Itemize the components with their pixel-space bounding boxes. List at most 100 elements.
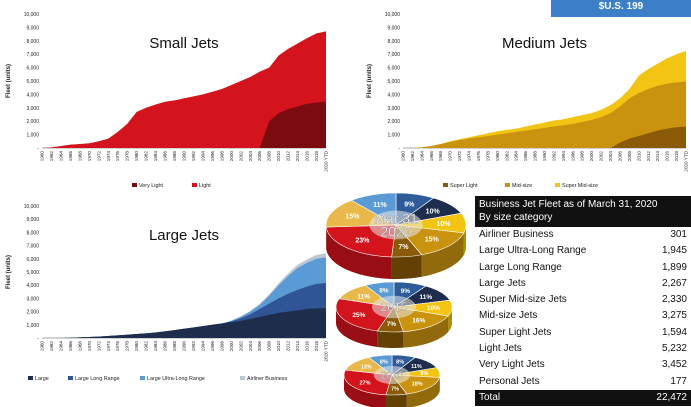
pie-2020-pct-label: 15% [345,214,360,221]
small-ytick-label: 1,000 [26,133,39,139]
small-ytick-label: 8,000 [26,39,39,45]
fleet-table: Business Jet Fleet as of March 31, 2020 … [475,196,691,406]
large-xtick-label: 2000 [229,341,234,352]
small-xtick-label: 1998 [219,151,224,162]
pie-2020-pct-label: 10% [426,208,441,215]
large-xtick-label: 1968 [77,341,82,352]
fleet-table-row: Mid-size Jets 3,275 [475,308,691,324]
medium-xtick-label: 1964 [419,151,424,162]
fleet-table-row-value: 1,945 [661,245,687,257]
fleet-table-row-label: Super Light Jets [479,326,552,338]
medium-xtick-label: 2008 [627,151,632,162]
pie-2010-pct-label: 13% [361,365,372,371]
pie-2020-pct-label: 10% [437,221,452,228]
large-xtick-label: 2016 [305,341,310,352]
medium-xtick-label: 1982 [504,151,509,162]
small-area-light [42,31,326,149]
medium-xtick-label: 1978 [485,151,490,162]
small-xtick-label: 1990 [182,151,187,162]
large-xtick-label: 2018 [314,341,319,352]
medium-legend-swatch [505,183,510,187]
large-xtick-label: 1960 [40,341,45,352]
large-xtick-label: 1972 [96,341,101,352]
pie-2020-pct-label: 11% [373,202,387,209]
small-xtick-label: 2002 [238,151,243,162]
small-xtick-label: 2000 [229,151,234,162]
fleet-table-row-label: Light Jets [479,343,522,355]
large-ytick-label: 10,000 [24,204,40,210]
small-xtick-label: 1994 [200,151,205,162]
fleet-table-row: Light Jets 5,232 [475,341,691,357]
medium-ytick-label: 4,000 [387,92,400,98]
fleet-table-row: Large Jets 2,267 [475,276,691,292]
large-xtick-label: 1990 [182,341,187,352]
large-xtick-label: 2020 YTD [324,340,329,361]
fleet-table-row-value: 301 [670,229,687,240]
fleet-table-row-label: Super Mid-size Jets [479,294,567,306]
pie-2010-pct-label: 8% [380,360,388,366]
large-legend-swatch [240,376,245,380]
small-xtick-label: 1968 [77,151,82,162]
medium-xtick-label: 2006 [617,151,622,162]
large-xtick-label: 1964 [58,341,63,352]
medium-ytick-label: 2,000 [387,119,400,125]
pie-2020-center [369,210,423,240]
large-ytick-label: 7,000 [26,244,39,250]
pie-2020-pct-label: 15% [425,237,440,244]
medium-legend-label: Super Mid-size [562,183,598,189]
large-xtick-label: 2004 [248,341,253,352]
fleet-table-row: Very Light Jets 3,452 [475,357,691,373]
large-ytick-label: 5,000 [26,270,39,276]
large-xtick-label: 1980 [134,341,139,352]
large-xtick-label: 1996 [210,341,215,352]
fleet-table-row-value: 3,275 [661,310,687,322]
fleet-table-row-label: Airliner Business [479,229,554,240]
price-badge: $U.S. 199 [551,0,691,17]
fleet-table-title: Business Jet Fleet as of March 31, 2020 [479,199,658,210]
large-xtick-label: 1994 [200,341,205,352]
medium-xtick-label: 1974 [467,151,472,162]
pie-2010-wall [406,377,440,407]
large-xtick-label: 1998 [219,341,224,352]
large-ylabel: Fleet (units) [6,255,12,289]
fleet-table-row-value: 2,267 [661,277,687,289]
fleet-table-row: Super Light Jets 1,594 [475,325,691,341]
fleet-table-header: Business Jet Fleet as of March 31, 2020 … [475,196,691,227]
small-area-very-light [42,101,326,148]
medium-area-mid-size [403,81,686,148]
small-xtick-label: 2004 [248,151,253,162]
medium-xtick-label: 2016 [665,151,670,162]
medium-ytick-label: 8,000 [387,39,400,45]
large-xtick-label: 1962 [49,341,54,352]
medium-ytick-label: 6,000 [387,66,400,72]
medium-xtick-label: 1972 [457,151,462,162]
medium-xtick-label: 1992 [551,151,556,162]
medium-xtick-label: 2018 [674,151,679,162]
small-ytick-label: 9,000 [26,25,39,31]
small-ytick-label: 5,000 [26,79,39,85]
medium-ytick-label: 1,000 [387,133,400,139]
fleet-table-row: Super Mid-size Jets 2,330 [475,292,691,308]
medium-xtick-label: 1998 [580,151,585,162]
small-ylabel: Fleet (units) [6,64,12,98]
medium-xtick-label: 2014 [655,151,660,162]
medium-ytick-label: 9,000 [387,25,400,31]
medium-xtick-label: 1988 [533,151,538,162]
small-xtick-label: 1976 [115,151,120,162]
small-legend-swatch [192,183,197,187]
medium-ylabel: Fleet (units) [367,64,373,98]
large-xtick-label: 1982 [144,341,149,352]
large-xtick-label: 2014 [295,341,300,352]
pie-2015-pct-label: 25% [352,312,365,319]
fleet-table-total-row: Total 22,472 [475,389,691,406]
small-xtick-label: 1992 [191,151,196,162]
fleet-table-row: Large Long Range 1,899 [475,260,691,276]
pie-2015-pct-label: 16% [412,317,425,324]
small-xtick-label: 1978 [125,151,130,162]
pie-2020-pct-label: 9% [404,201,415,208]
pie-2010-pct-label: 7% [391,386,399,392]
pie-2015-center [371,295,417,319]
small-legend-swatch [132,183,137,187]
medium-ytick-label: 3,000 [387,106,400,112]
medium-xtick-label: 1984 [514,151,519,162]
